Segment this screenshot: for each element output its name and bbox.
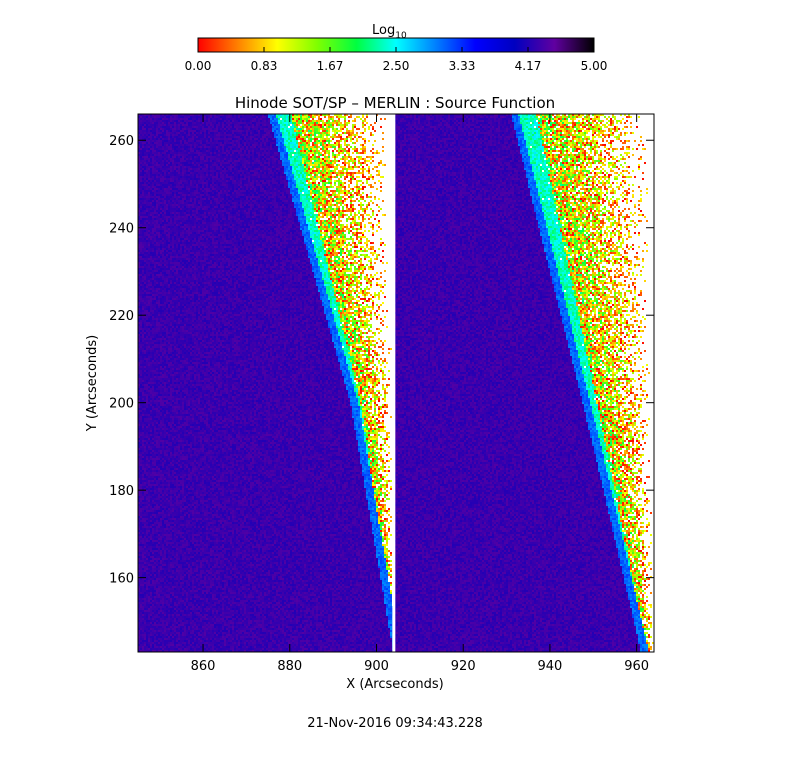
- x-tick-label: 900: [364, 659, 389, 674]
- plot-frame: [137, 113, 655, 653]
- x-axis-label: X (Arcseconds): [346, 677, 443, 692]
- colorbar-tick-label: 0.00: [185, 59, 212, 73]
- plot-area: 860 880 900 920 940 960 160 180 200 220 240 260: [109, 113, 655, 674]
- chart-title: Hinode SOT/SP – MERLIN : Source Function: [235, 94, 555, 112]
- y-axis-ticks: 160 180 200 220 240 260: [109, 134, 654, 587]
- x-tick-label: 940: [538, 659, 563, 674]
- y-tick-label: 240: [109, 222, 134, 237]
- x-tick-label: 960: [624, 659, 649, 674]
- colorbar-tick-label: 2.50: [383, 59, 410, 73]
- y-tick-label: 200: [109, 397, 134, 412]
- heatmap-image: [138, 114, 654, 652]
- y-tick-label: 180: [109, 484, 134, 499]
- colorbar-tick-label: 4.17: [515, 59, 542, 73]
- x-tick-label: 880: [277, 659, 302, 674]
- colorbar-tick-label: 0.83: [251, 59, 278, 73]
- colorbar-tick-label: 1.67: [317, 59, 344, 73]
- x-tick-label: 920: [451, 659, 476, 674]
- colorbar-tick-label: 3.33: [449, 59, 476, 73]
- colorbar: Log10 0.00 0.83 1.67 2.50 3.33 4.17 5.00: [185, 23, 608, 73]
- y-axis-label: Y (Arcseconds): [85, 335, 100, 432]
- y-tick-label: 160: [109, 572, 134, 587]
- x-axis-ticks: 860 880 900 920 940 960: [191, 114, 649, 674]
- y-tick-label: 220: [109, 309, 134, 324]
- y-tick-label: 260: [109, 134, 134, 149]
- colorbar-label: Log10: [372, 23, 407, 41]
- x-tick-label: 860: [191, 659, 216, 674]
- colorbar-label-subscript: 10: [395, 31, 407, 41]
- colorbar-ticks: 0.00 0.83 1.67 2.50 3.33 4.17 5.00: [185, 47, 608, 73]
- timestamp: 21-Nov-2016 09:34:43.228: [307, 716, 483, 731]
- colorbar-tick-label: 5.00: [581, 59, 608, 73]
